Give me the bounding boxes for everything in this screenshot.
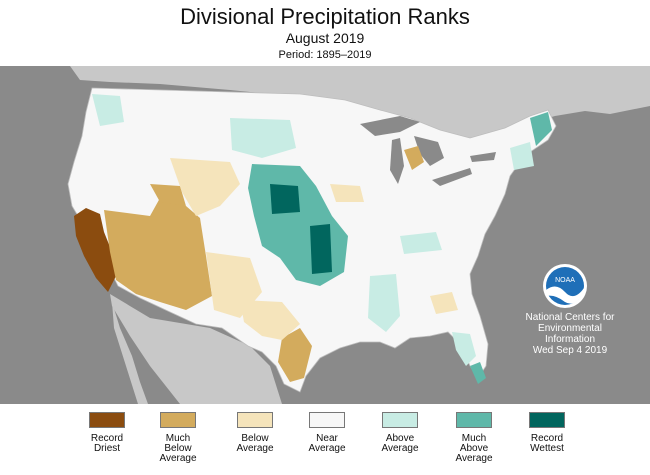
mexico-land — [110, 294, 282, 404]
credit-line2: Environmental — [538, 323, 602, 334]
region-below-mountain — [170, 158, 240, 216]
legend-swatch — [529, 412, 565, 428]
region-above-pacific-nw — [92, 94, 124, 126]
legend-item-below: Below Average — [220, 412, 290, 454]
lake-superior — [360, 116, 420, 136]
legend-item-record-wettest: Record Wettest — [512, 412, 582, 454]
region-above-florida — [452, 332, 476, 366]
legend-swatch — [237, 412, 273, 428]
region-much-below-michigan — [404, 146, 424, 170]
region-above-mississippi — [368, 274, 400, 332]
legend-swatch — [456, 412, 492, 428]
legend-item-much-above: Much Above Average — [439, 412, 509, 464]
credit-line1: National Centers for — [525, 312, 615, 323]
lake-erie — [432, 168, 472, 186]
legend-item-record-driest: Record Driest — [72, 412, 142, 454]
region-below-iowa — [330, 184, 364, 202]
region-much-above-florida — [470, 362, 486, 384]
legend-label: Much Below Average — [159, 433, 197, 464]
region-above-kentucky — [400, 232, 442, 254]
legend-swatch — [160, 412, 196, 428]
legend-label: Much Above Average — [455, 433, 493, 464]
legend-label: Record Wettest — [530, 433, 564, 454]
legend-item-above: Above Average — [365, 412, 435, 454]
legend-label: Record Driest — [90, 433, 124, 454]
legend-swatch — [382, 412, 418, 428]
lake-huron — [414, 136, 444, 166]
legend-swatch — [309, 412, 345, 428]
region-much-below-southwest — [104, 198, 212, 310]
region-much-above-maine — [530, 112, 552, 146]
legend-label: Near Average — [308, 433, 346, 454]
region-record-wettest-nebraska — [270, 184, 300, 214]
legend-label: Below Average — [236, 433, 274, 454]
credit-line3: Information — [544, 334, 596, 345]
region-below-west-texas — [240, 300, 300, 340]
map-subtitle: August 2019 — [285, 30, 365, 46]
credit-date: Wed Sep 4 2019 — [532, 345, 608, 356]
region-much-below-utah — [150, 184, 186, 206]
region-much-below-texas — [278, 328, 312, 382]
map-period: Period: 1895–2019 — [278, 49, 372, 61]
noaa-logo-text: NOAA — [555, 277, 575, 284]
region-above-new-england — [510, 142, 534, 170]
noaa-logo-icon — [543, 264, 587, 308]
legend-swatch — [89, 412, 125, 428]
lake-michigan — [390, 138, 404, 184]
region-record-wettest-oklahoma — [310, 224, 332, 274]
region-record-driest-california — [74, 208, 116, 292]
legend-item-near: Near Average — [292, 412, 362, 454]
legend: Record Driest Much Below Average Below A… — [0, 412, 650, 472]
baja-land — [112, 302, 148, 404]
region-below-southeast — [430, 292, 458, 314]
map-title: Divisional Precipitation Ranks — [180, 4, 470, 29]
lake-ontario — [470, 152, 496, 162]
legend-item-much-below: Much Below Average — [143, 412, 213, 464]
legend-label: Above Average — [381, 433, 419, 454]
region-above-north-plains — [230, 118, 296, 158]
precipitation-map: NOAA — [0, 66, 650, 404]
agency-credit: National Centers for Environmental Infor… — [515, 312, 625, 356]
